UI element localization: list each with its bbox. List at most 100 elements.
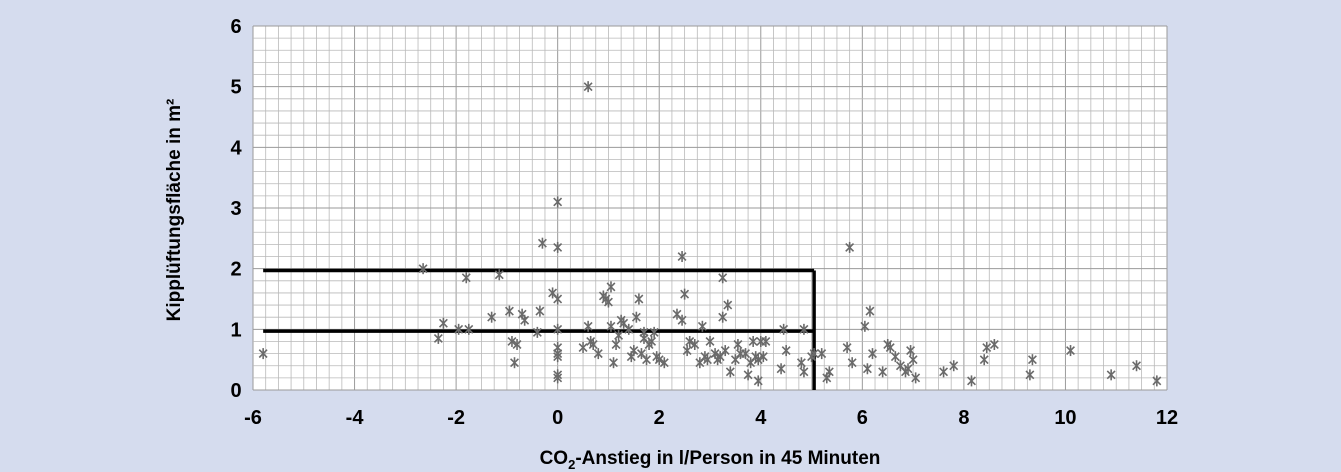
data-point [718, 272, 728, 284]
data-point [504, 305, 514, 317]
data-point [890, 351, 900, 363]
x-tick-label: 12 [1156, 407, 1178, 429]
data-point [553, 293, 563, 305]
data-point [553, 351, 563, 363]
data-point [418, 263, 428, 275]
data-point [507, 335, 517, 347]
data-point [860, 320, 870, 332]
data-point [779, 323, 789, 335]
data-point [1132, 360, 1141, 372]
data-point [606, 281, 616, 293]
data-point [776, 363, 786, 375]
data-point [705, 335, 715, 347]
data-point [487, 311, 497, 323]
data-point [702, 354, 712, 366]
y-tick-label: 3 [230, 198, 241, 220]
data-point [865, 305, 875, 317]
data-point [614, 329, 624, 341]
data-point [659, 357, 669, 369]
data-point [817, 348, 827, 360]
x-tick-label: 8 [958, 407, 969, 429]
data-point [433, 332, 443, 344]
data-point [578, 342, 588, 354]
data-point [680, 288, 690, 300]
data-point [464, 323, 474, 335]
data-point [532, 326, 542, 338]
data-point [606, 320, 616, 332]
data-point [824, 366, 834, 378]
data-point [799, 366, 809, 378]
data-point [553, 196, 563, 208]
data-point [494, 269, 504, 281]
data-point [454, 323, 464, 335]
data-point [989, 339, 999, 350]
data-point [878, 366, 888, 378]
x-tick-label: 2 [654, 407, 665, 429]
y-tick-label: 1 [230, 319, 241, 341]
data-point [748, 335, 758, 347]
data-point [677, 314, 687, 326]
data-point [781, 345, 791, 357]
data-point [845, 241, 855, 253]
y-axis-title: Kipplüftungsfläche in m² [164, 99, 185, 322]
data-point [908, 354, 918, 366]
data-point [461, 272, 471, 284]
x-tick-label: 6 [857, 407, 868, 429]
data-point [438, 317, 448, 329]
x-tick-label: -6 [244, 407, 262, 429]
data-point [796, 357, 806, 369]
data-point [603, 296, 613, 308]
data-point [553, 323, 563, 335]
data-point [911, 372, 921, 384]
data-point [979, 354, 989, 366]
data-point [842, 342, 852, 354]
data-point [685, 335, 695, 347]
y-tick-label: 6 [230, 16, 241, 38]
data-point [611, 339, 621, 350]
data-point [1106, 369, 1116, 381]
data-point [949, 360, 959, 372]
grid [252, 25, 1168, 391]
x-tick-label: 0 [552, 407, 563, 429]
data-point [697, 320, 707, 332]
data-point [631, 311, 641, 323]
data-point [1152, 375, 1162, 387]
y-tick-label: 5 [230, 77, 241, 99]
data-point [583, 81, 593, 93]
x-tick-label: 10 [1054, 407, 1076, 429]
data-point [553, 372, 563, 384]
x-tick-label: -4 [346, 407, 365, 429]
y-tick-label: 4 [230, 137, 242, 159]
data-point [593, 348, 603, 360]
data-point [799, 323, 809, 335]
data-point [725, 366, 735, 378]
data-point [868, 348, 877, 360]
data-point [583, 320, 593, 332]
data-point [535, 305, 545, 317]
data-point [982, 342, 992, 354]
x-tick-label: -2 [447, 407, 465, 429]
data-point [761, 335, 771, 347]
data-point [1066, 345, 1075, 357]
data-point [609, 357, 618, 369]
data-point [537, 237, 547, 249]
data-point [258, 348, 268, 360]
data-point [939, 366, 949, 378]
data-point [906, 345, 916, 357]
data-point [718, 311, 728, 323]
data-point [720, 345, 730, 357]
data-point [723, 299, 733, 311]
x-axis-title: CO2-Anstieg in l/Person in 45 Minuten [540, 448, 881, 472]
data-points [258, 81, 1162, 387]
data-point [629, 345, 639, 357]
data-point [809, 348, 819, 360]
x-tick-labels: -6 -4 -2 0 2 4 6 8 10 12 [244, 407, 1178, 429]
data-point [677, 251, 687, 263]
data-point [758, 351, 768, 363]
data-point [553, 241, 563, 253]
data-point [647, 335, 657, 347]
data-point [753, 354, 763, 366]
data-point [967, 375, 976, 387]
data-point [847, 357, 857, 369]
